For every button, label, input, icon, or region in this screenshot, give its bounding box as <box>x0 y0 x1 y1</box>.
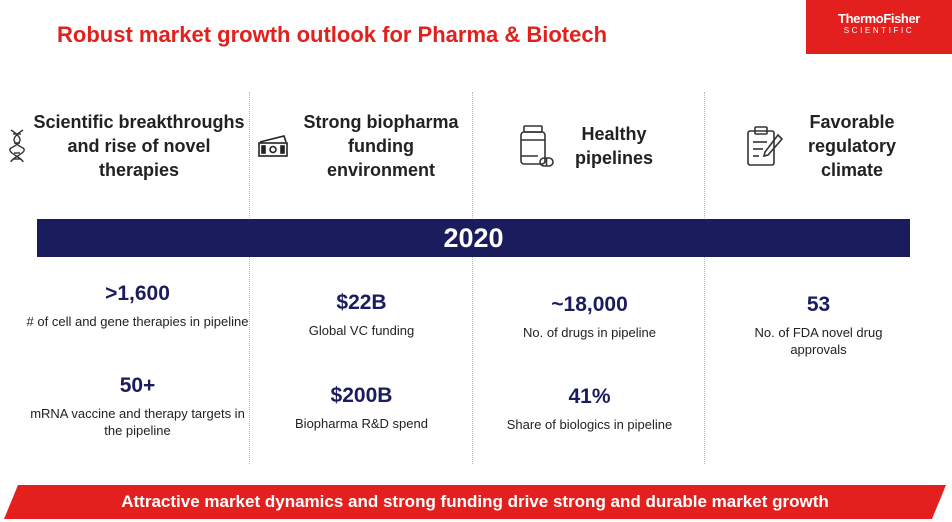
column-divider <box>704 92 705 464</box>
year-band: 2020 <box>37 219 910 257</box>
stat-value: $22B <box>336 291 387 314</box>
stat-value: $200B <box>330 384 393 407</box>
stat-description: # of cell and gene therapies in pipeline <box>26 314 249 329</box>
medicine-bottle-icon <box>518 124 554 168</box>
stat-description: No. of drugs in pipeline <box>523 325 656 340</box>
column-heading-pipelines: Healthy pipelines <box>476 96 702 196</box>
logo-subtitle: SCIENTIFIC <box>843 26 915 35</box>
stat-biologics-share: 41% Share of biologics in pipeline <box>477 384 702 433</box>
stat-cell-gene-therapies: >1,600 # of cell and gene therapies in p… <box>25 281 250 330</box>
stat-description: Share of biologics in pipeline <box>506 417 673 432</box>
money-icon <box>256 134 290 158</box>
stat-description: Global VC funding <box>308 323 415 338</box>
page-title: Robust market growth outlook for Pharma … <box>57 22 608 47</box>
stat-value: 41% <box>568 385 611 408</box>
dna-icon <box>8 128 26 164</box>
column-heading-regulatory: Favorable regulatory climate <box>708 96 944 196</box>
stat-value: ~18,000 <box>551 293 628 316</box>
column-heading-text: Strong biopharma funding environment <box>303 112 459 180</box>
stat-value: 53 <box>806 293 831 316</box>
stat-mrna-targets: 50+ mRNA vaccine and therapy targets in … <box>25 373 250 439</box>
stat-rd-spend: $200B Biopharma R&D spend <box>249 383 474 432</box>
stat-fda-approvals: 53 No. of FDA novel drug approvals <box>706 292 931 358</box>
column-divider <box>472 92 473 464</box>
column-heading-funding: Strong biopharma funding environment <box>252 96 470 196</box>
stat-value: 50+ <box>119 374 156 397</box>
logo-wordmark: ThermoFisher <box>838 11 920 26</box>
stat-description: Biopharma R&D spend <box>295 416 428 431</box>
column-divider <box>249 92 250 464</box>
stat-description: No. of FDA novel drug approvals <box>754 325 883 357</box>
stat-drugs-in-pipeline: ~18,000 No. of drugs in pipeline <box>477 292 702 341</box>
footer-banner: Attractive market dynamics and strong fu… <box>4 485 946 519</box>
stat-vc-funding: $22B Global VC funding <box>249 290 474 339</box>
stat-value: >1,600 <box>105 282 170 305</box>
thermo-fisher-logo: ThermoFisher SCIENTIFIC <box>806 0 952 54</box>
column-heading-text: Favorable regulatory climate <box>807 112 897 180</box>
column-heading-text: Healthy pipelines <box>574 124 654 168</box>
column-heading-science: Scientific breakthroughs and rise of nov… <box>6 96 248 196</box>
stat-description: mRNA vaccine and therapy targets in the … <box>30 406 245 438</box>
clipboard-icon <box>745 125 783 167</box>
column-heading-text: Scientific breakthroughs and rise of nov… <box>33 112 245 180</box>
